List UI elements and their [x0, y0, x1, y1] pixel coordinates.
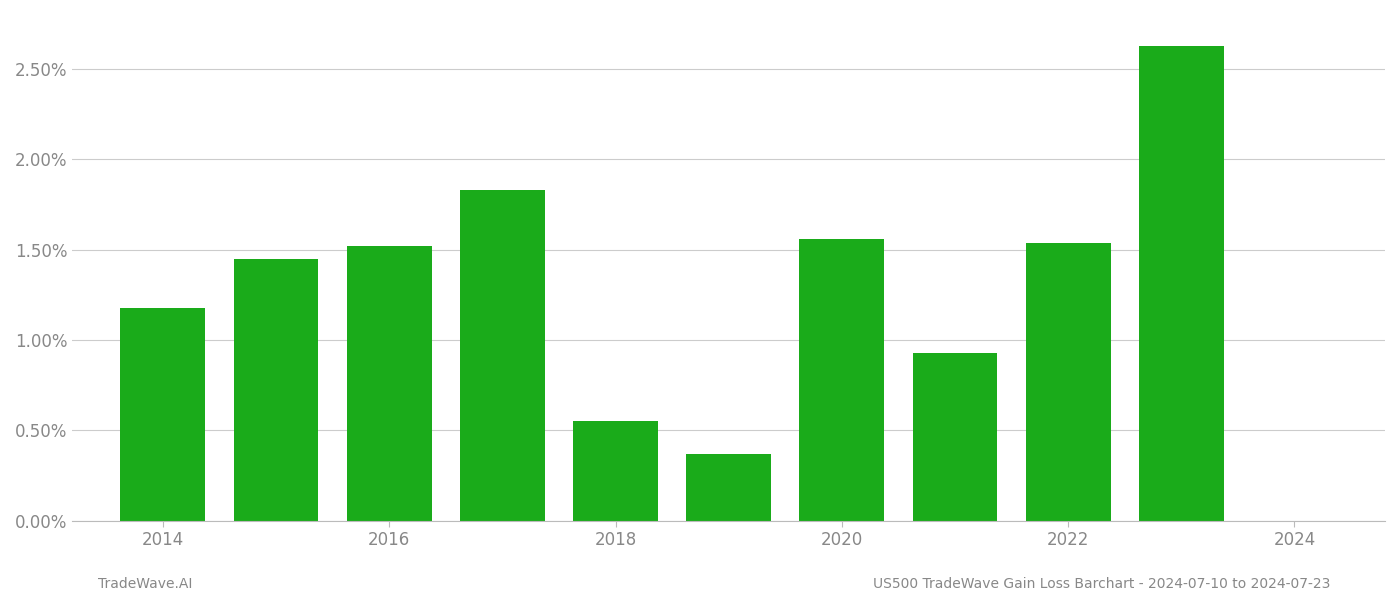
Bar — [1138, 46, 1224, 521]
Bar — [347, 246, 431, 521]
Text: TradeWave.AI: TradeWave.AI — [98, 577, 192, 591]
Bar — [461, 190, 545, 521]
Bar — [1026, 242, 1110, 521]
Bar — [799, 239, 885, 521]
Bar — [234, 259, 318, 521]
Bar — [573, 421, 658, 521]
Bar — [120, 308, 206, 521]
Bar — [913, 353, 997, 521]
Text: US500 TradeWave Gain Loss Barchart - 2024-07-10 to 2024-07-23: US500 TradeWave Gain Loss Barchart - 202… — [872, 577, 1330, 591]
Bar — [686, 454, 771, 521]
